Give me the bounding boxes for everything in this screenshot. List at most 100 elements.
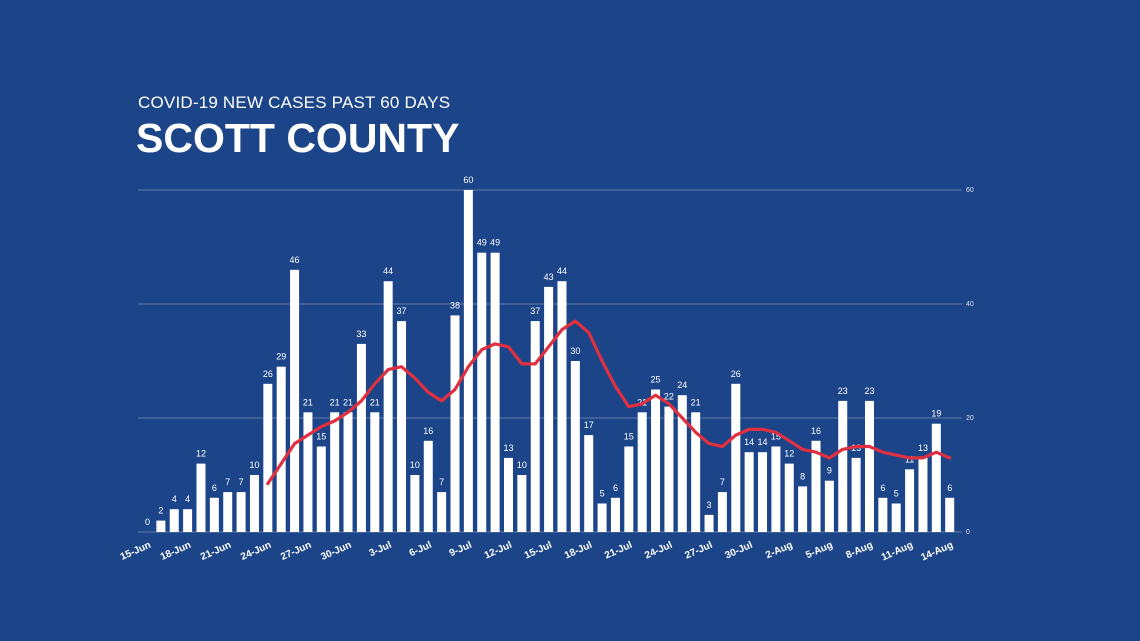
bars	[156, 190, 955, 532]
bar	[169, 509, 179, 532]
bar	[945, 497, 955, 532]
data-label: 4	[185, 494, 190, 504]
data-label: 37	[397, 306, 407, 316]
data-label: 2	[158, 506, 163, 516]
bar	[891, 503, 901, 532]
data-label: 23	[838, 386, 848, 396]
bar	[356, 343, 366, 532]
bar	[410, 475, 420, 532]
moving-average-line	[266, 319, 952, 486]
data-label: 19	[931, 409, 941, 419]
data-label: 49	[477, 238, 487, 248]
bar	[249, 475, 259, 532]
bar	[450, 315, 460, 532]
y-tick-label: 60	[966, 187, 974, 194]
x-tick-label: 12-Jul	[483, 540, 514, 562]
bar	[664, 406, 674, 532]
bar	[744, 452, 754, 532]
chart-title: SCOTT COUNTY	[136, 115, 460, 161]
data-label: 12	[196, 449, 206, 459]
x-tick-label: 2-Aug	[764, 540, 794, 562]
x-tick-label: 21-Jul	[603, 540, 634, 562]
x-tick-label: 9-Jul	[448, 540, 474, 560]
bar	[731, 383, 741, 532]
x-tick-label: 8-Aug	[844, 540, 874, 562]
data-label: 13	[503, 443, 513, 453]
data-label: 26	[731, 369, 741, 379]
x-tick-label: 15-Jul	[523, 540, 554, 562]
x-tick-label: 14-Aug	[919, 540, 954, 564]
x-tick-label: 6-Jul	[408, 540, 434, 560]
y-tick-label: 20	[966, 415, 974, 422]
data-label: 7	[439, 477, 444, 487]
data-label: 44	[383, 266, 393, 276]
x-tick-label: 3-Jul	[368, 540, 394, 560]
data-label: 15	[771, 432, 781, 442]
bar	[437, 492, 447, 532]
bar	[517, 475, 527, 532]
data-label: 6	[613, 483, 618, 493]
y-axis-ticks: 0 20 40 60	[966, 187, 974, 536]
data-label: 46	[290, 255, 300, 265]
bar	[183, 509, 193, 532]
data-label: 33	[356, 329, 366, 339]
data-label: 10	[410, 460, 420, 470]
bar	[423, 440, 433, 532]
bar	[463, 190, 473, 532]
bar	[557, 281, 567, 532]
bar	[597, 503, 607, 532]
data-label: 24	[677, 380, 687, 390]
bar	[490, 252, 500, 532]
bar	[397, 321, 407, 532]
bar	[544, 286, 554, 532]
bar	[717, 492, 727, 532]
y-tick-label: 40	[966, 301, 974, 308]
bar	[918, 457, 928, 532]
data-label: 15	[624, 432, 634, 442]
bar	[878, 497, 888, 532]
data-label: 9	[827, 466, 832, 476]
x-axis-ticks: 15-Jun 18-Jun 21-Jun 24-Jun 27-Jun 30-Jun 3-Ju…	[119, 540, 955, 564]
data-label: 21	[370, 397, 380, 407]
bar	[383, 281, 393, 532]
x-tick-label: 27-Jul	[683, 540, 714, 562]
bar	[624, 446, 634, 532]
bar	[316, 446, 326, 532]
bar	[811, 440, 821, 532]
data-label: 16	[423, 426, 433, 436]
x-tick-label: 21-Jun	[199, 540, 233, 563]
bar	[838, 400, 848, 532]
bar	[343, 412, 353, 532]
data-label: 17	[584, 420, 594, 430]
moving-average	[266, 319, 952, 486]
bar	[610, 497, 620, 532]
x-tick-label: 30-Jul	[723, 540, 754, 562]
bar	[677, 395, 687, 532]
bar	[209, 497, 219, 532]
bar	[156, 520, 166, 532]
bar	[931, 423, 941, 532]
bar	[784, 463, 794, 532]
data-label: 5	[894, 489, 899, 499]
data-label: 13	[918, 443, 928, 453]
bar	[530, 321, 540, 532]
x-tick-label: 18-Jun	[159, 540, 193, 563]
bar	[276, 366, 286, 532]
bar	[303, 412, 313, 532]
chart-subtitle: COVID-19 NEW CASES PAST 60 DAYS	[138, 93, 451, 112]
bar	[263, 383, 273, 532]
bar	[798, 486, 808, 532]
data-label: 10	[249, 460, 259, 470]
bar	[704, 514, 714, 532]
bar	[758, 452, 768, 532]
data-label: 5	[600, 489, 605, 499]
data-label: 37	[530, 306, 540, 316]
bar	[771, 446, 781, 532]
x-tick-label: 30-Jun	[319, 540, 353, 563]
data-label: 26	[263, 369, 273, 379]
bar	[503, 457, 513, 532]
x-tick-label: 15-Jun	[119, 540, 153, 563]
data-label: 6	[212, 483, 217, 493]
data-label: 43	[544, 272, 554, 282]
